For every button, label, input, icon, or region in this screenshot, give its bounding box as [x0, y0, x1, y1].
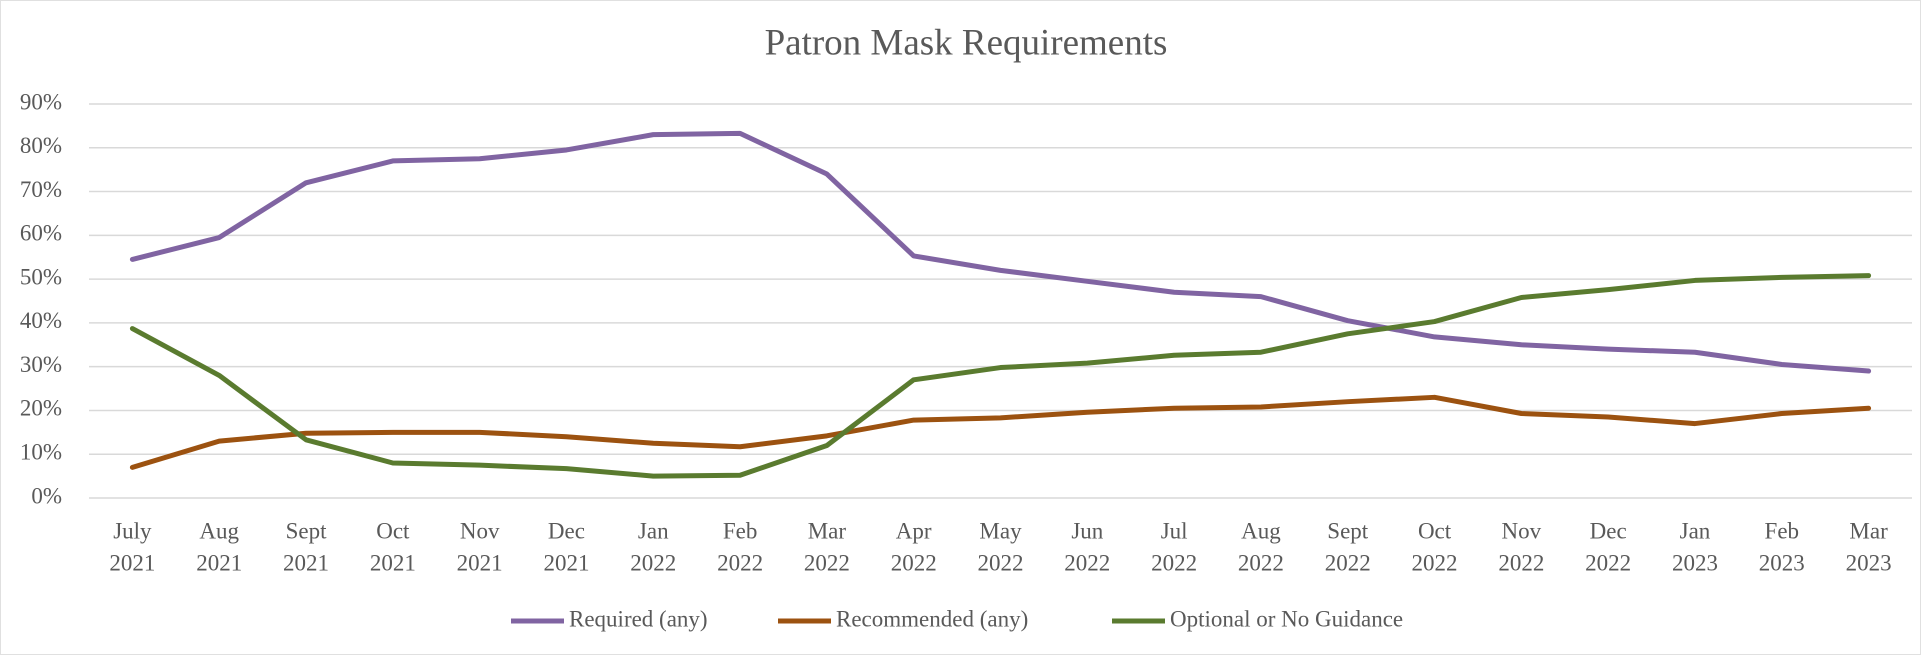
- y-tick-label: 20%: [20, 396, 62, 421]
- x-tick-label: 2021: [109, 550, 155, 575]
- x-tick-label: Nov: [1502, 518, 1542, 543]
- x-tick-label: 2022: [804, 550, 850, 575]
- series-line: [129, 130, 1872, 374]
- x-tick-label: 2023: [1846, 550, 1892, 575]
- y-tick-label: 0%: [31, 483, 62, 508]
- x-tick-label: Dec: [548, 518, 585, 543]
- y-tick-label: 50%: [20, 264, 62, 289]
- x-tick-label: Feb: [723, 518, 758, 543]
- legend-label: Optional or No Guidance: [1170, 606, 1403, 631]
- x-tick-label: Dec: [1590, 518, 1627, 543]
- x-tick-label: 2022: [1151, 550, 1197, 575]
- x-tick-label: 2022: [1238, 550, 1284, 575]
- x-tick-label: 2021: [370, 550, 416, 575]
- legend-label: Recommended (any): [836, 606, 1028, 631]
- x-tick-label: 2022: [717, 550, 763, 575]
- x-tick-label: Apr: [896, 518, 932, 543]
- x-tick-label: 2021: [283, 550, 329, 575]
- x-tick-label: Aug: [199, 518, 239, 543]
- x-tick-label: 2022: [1325, 550, 1371, 575]
- series-line: [129, 273, 1872, 479]
- x-tick-label: Mar: [808, 518, 847, 543]
- x-tick-label: 2022: [978, 550, 1024, 575]
- x-tick-label: 2022: [1064, 550, 1110, 575]
- x-tick-label: 2023: [1759, 550, 1805, 575]
- x-tick-label: 2022: [1412, 550, 1458, 575]
- x-tick-label: July: [113, 518, 152, 543]
- y-tick-label: 60%: [20, 221, 62, 246]
- y-tick-label: 40%: [20, 308, 62, 333]
- x-tick-label: 2021: [543, 550, 589, 575]
- y-tick-label: 70%: [20, 177, 62, 202]
- y-tick-label: 80%: [20, 133, 62, 158]
- chart-title: Patron Mask Requirements: [765, 22, 1168, 63]
- x-tick-label: Jan: [1680, 518, 1711, 543]
- x-tick-label: 2021: [457, 550, 503, 575]
- x-tick-label: 2022: [1585, 550, 1631, 575]
- y-tick-label: 10%: [20, 440, 62, 465]
- x-tick-label: Oct: [1418, 518, 1452, 543]
- x-tick-label: Mar: [1849, 518, 1888, 543]
- x-tick-label: Jan: [638, 518, 669, 543]
- x-tick-label: Oct: [376, 518, 410, 543]
- x-tick-label: 2022: [630, 550, 676, 575]
- x-tick-label: Jun: [1071, 518, 1103, 543]
- x-tick-label: Aug: [1241, 518, 1281, 543]
- series-line: [129, 394, 1872, 470]
- x-tick-label: Nov: [460, 518, 500, 543]
- legend-label: Required (any): [569, 606, 708, 631]
- x-tick-label: 2022: [1498, 550, 1544, 575]
- x-tick-label: Sept: [1327, 518, 1369, 543]
- x-tick-label: Jul: [1161, 518, 1188, 543]
- x-tick-label: May: [979, 518, 1022, 543]
- x-tick-label: Sept: [286, 518, 328, 543]
- y-tick-label: 30%: [20, 352, 62, 377]
- x-tick-label: Feb: [1765, 518, 1800, 543]
- x-tick-label: 2023: [1672, 550, 1718, 575]
- y-tick-label: 90%: [20, 89, 62, 114]
- x-tick-label: 2021: [196, 550, 242, 575]
- x-tick-label: 2022: [891, 550, 937, 575]
